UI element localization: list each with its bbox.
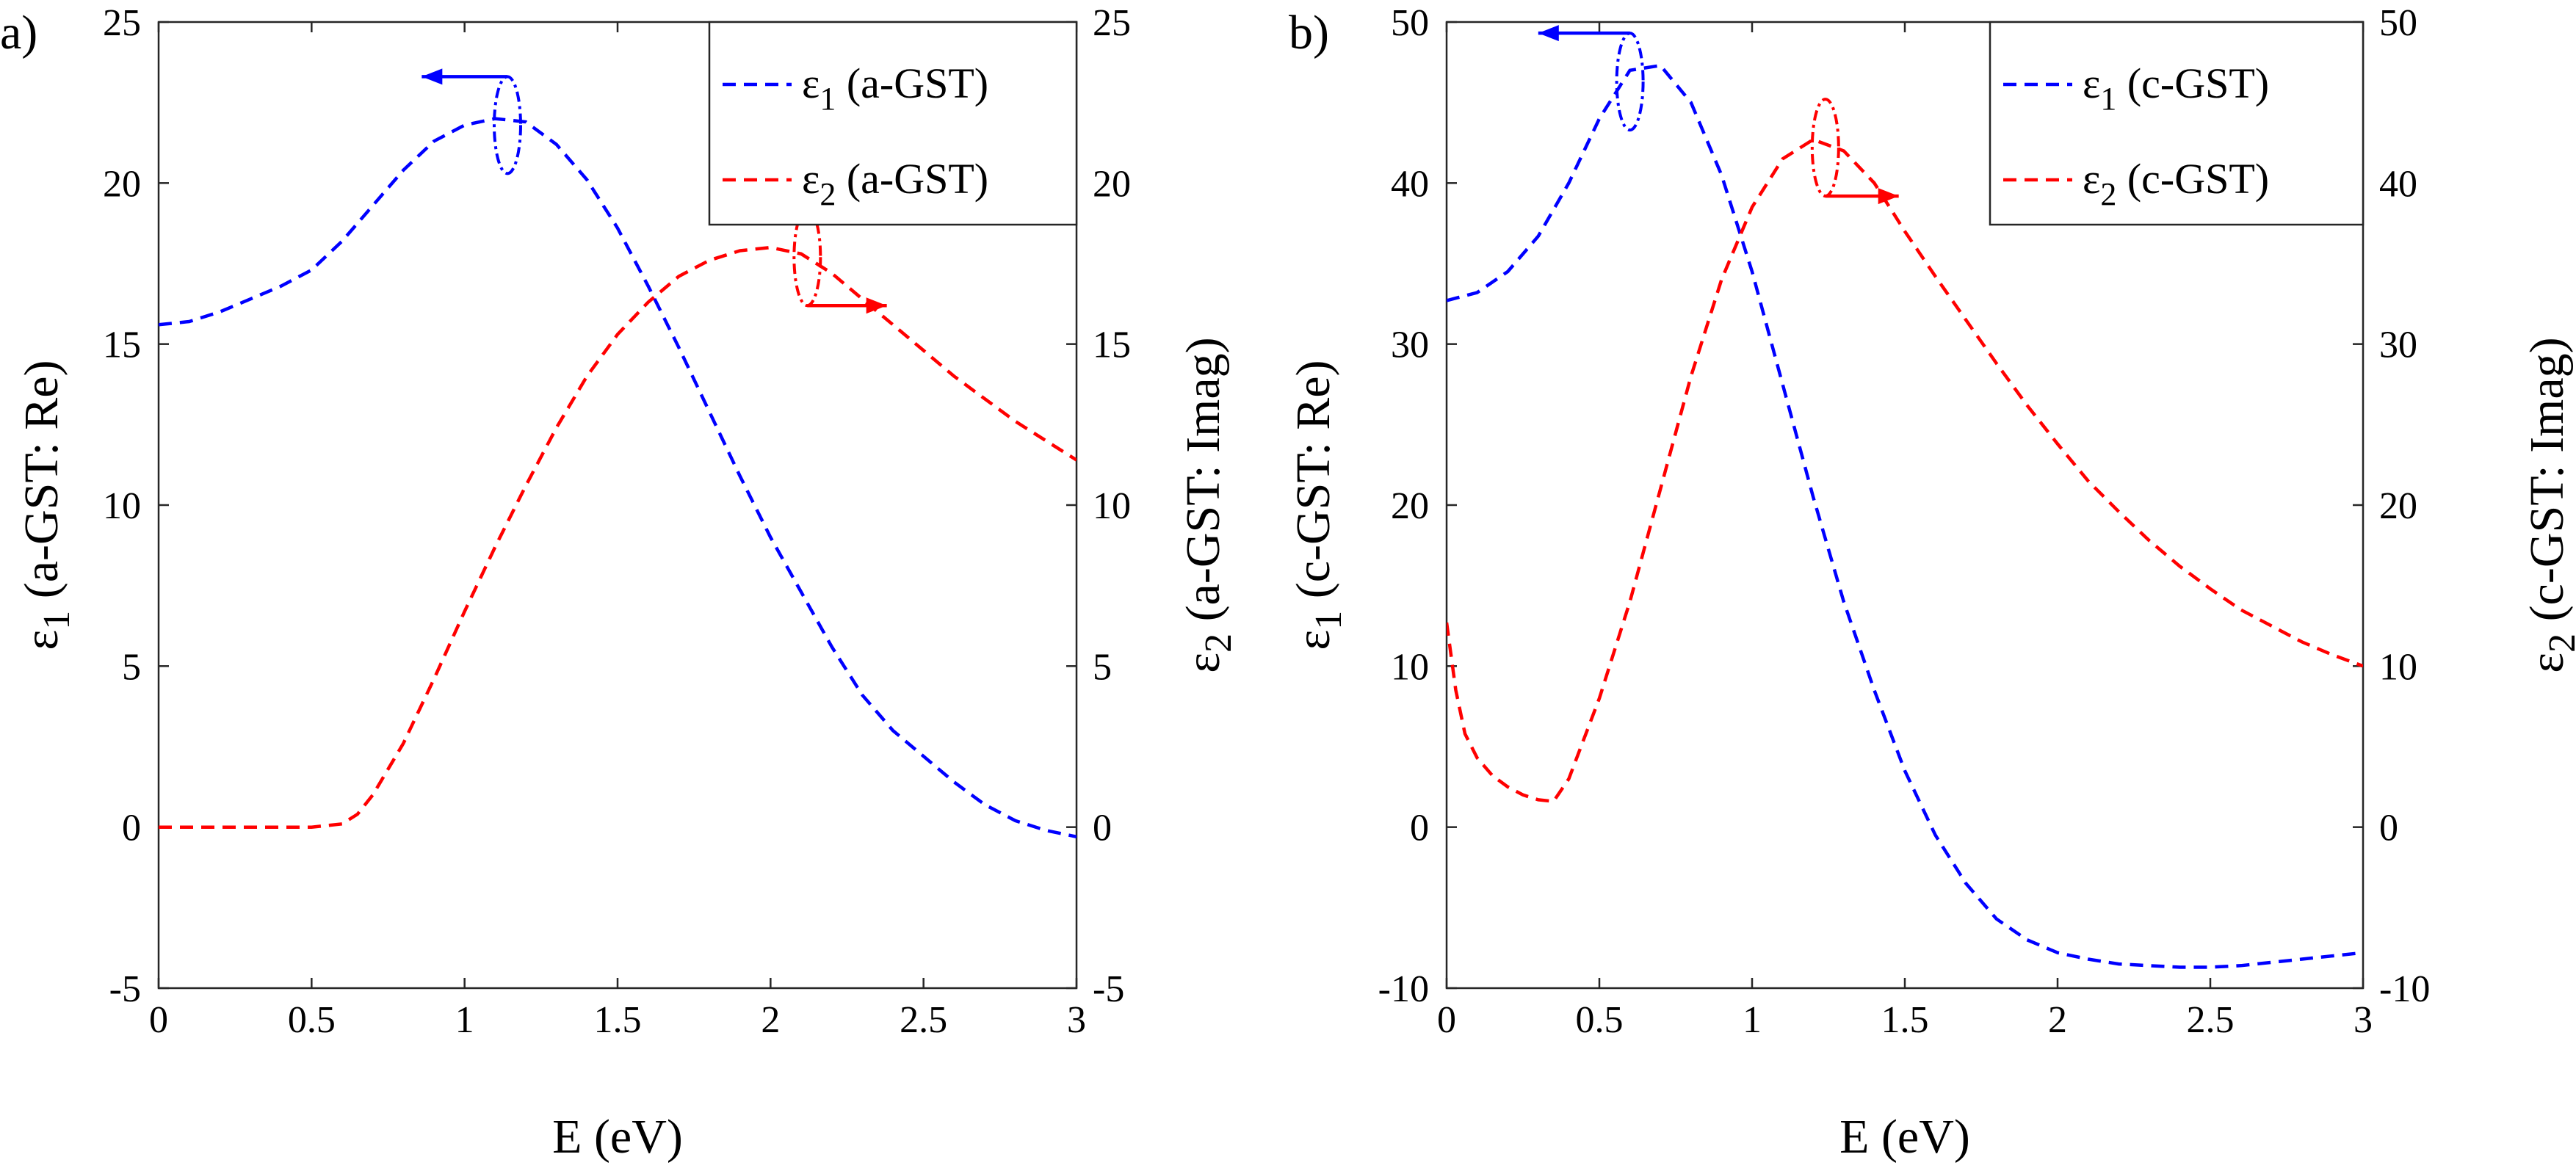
x-tick-label: 3 xyxy=(1067,999,1086,1041)
legend-label: ε2 (c-GST) xyxy=(2083,155,2269,212)
x-tick-label: 1.5 xyxy=(594,999,642,1041)
legend-label: ε1 (c-GST) xyxy=(2083,59,2269,117)
y-left-tick-label: 15 xyxy=(103,324,141,366)
y-right-tick-label: 10 xyxy=(1093,485,1131,527)
panel-label: b) xyxy=(1289,6,1329,59)
y-right-tick-label: 0 xyxy=(2379,808,2398,849)
series-line-1 xyxy=(1447,63,2363,969)
series-line-2 xyxy=(1447,137,2363,803)
annotation-arrow-head xyxy=(422,68,443,85)
annotation-arrow-head xyxy=(1538,25,1559,42)
x-axis-label: E (eV) xyxy=(552,1110,683,1164)
x-tick-label: 0 xyxy=(149,999,168,1041)
y-left-tick-label: 10 xyxy=(103,485,141,527)
legend: ε1 (c-GST) ε2 (c-GST) xyxy=(1989,21,2365,226)
y-left-tick-label: 20 xyxy=(103,163,141,205)
annotation-arrow-head xyxy=(1878,188,1899,205)
x-tick-label: 0 xyxy=(1437,999,1456,1041)
annotation-ellipse xyxy=(1810,98,1840,198)
y-right-tick-label: 20 xyxy=(2379,485,2417,527)
y-right-tick-label: 0 xyxy=(1093,808,1112,849)
y-left-tick-label: -10 xyxy=(1378,968,1429,1010)
x-tick-label: 2.5 xyxy=(900,999,947,1041)
x-tick-label: 2 xyxy=(761,999,780,1041)
x-tick-label: 1.5 xyxy=(1881,999,1929,1041)
panel-b: b) 0 0.5 1 1.5 2 2.5 3-1001020304050-100102030… xyxy=(1287,2,2576,1164)
y-right-axis-label: ε2 (c-GST: Imag) xyxy=(2520,337,2576,672)
y-left-tick-label: 5 xyxy=(122,646,141,688)
y-left-axis-label: ε1 (c-GST: Re) xyxy=(1287,360,1350,650)
y-right-tick-label: 15 xyxy=(1093,324,1131,366)
panel-label: a) xyxy=(0,6,37,59)
y-right-tick-label: -10 xyxy=(2379,968,2430,1010)
y-right-axis-label: ε2 (a-GST: Imag) xyxy=(1176,337,1240,672)
legend-box xyxy=(1989,21,2365,226)
x-tick-label: 3 xyxy=(2354,999,2373,1041)
y-right-tick-label: 10 xyxy=(2379,646,2417,688)
annotation-ellipse xyxy=(1615,32,1645,132)
y-right-tick-label: 50 xyxy=(2379,2,2417,44)
y-left-tick-label: 30 xyxy=(1391,324,1429,366)
x-tick-label: 2 xyxy=(2048,999,2067,1041)
legend-label: ε1 (a-GST) xyxy=(802,59,988,117)
y-left-tick-label: 10 xyxy=(1391,646,1429,688)
y-left-tick-label: 20 xyxy=(1391,485,1429,527)
legend-box xyxy=(708,21,1078,226)
y-left-tick-label: 40 xyxy=(1391,163,1429,205)
annotation-ellipse xyxy=(493,75,522,175)
legend: ε1 (a-GST) ε2 (a-GST) xyxy=(708,21,1078,226)
y-right-tick-label: 30 xyxy=(2379,324,2417,366)
annotation-arrow-head xyxy=(866,297,887,314)
x-axis-label: E (eV) xyxy=(1839,1110,1970,1164)
y-left-tick-label: 25 xyxy=(103,2,141,44)
y-right-tick-label: 20 xyxy=(1093,163,1131,205)
x-tick-label: 2.5 xyxy=(2187,999,2235,1041)
y-left-tick-label: -5 xyxy=(109,968,141,1010)
y-left-axis-label: ε1 (a-GST: Re) xyxy=(15,360,78,650)
y-left-tick-label: 50 xyxy=(1391,2,1429,44)
y-right-tick-label: 5 xyxy=(1093,646,1112,688)
y-right-tick-label: -5 xyxy=(1093,968,1124,1010)
x-tick-label: 0.5 xyxy=(288,999,336,1041)
x-tick-label: 0.5 xyxy=(1576,999,1624,1041)
y-left-tick-label: 0 xyxy=(1410,808,1429,849)
y-left-tick-label: 0 xyxy=(122,808,141,849)
x-tick-label: 1 xyxy=(1743,999,1762,1041)
series-line-2 xyxy=(159,245,1077,829)
legend-label: ε2 (a-GST) xyxy=(802,155,988,212)
y-right-tick-label: 25 xyxy=(1093,2,1131,44)
panel-a: a) 0 0.5 1 1.5 2 2.5 3-50510152025-50510152025… xyxy=(0,2,1240,1164)
y-right-tick-label: 40 xyxy=(2379,163,2417,205)
series-line-1 xyxy=(159,117,1077,839)
x-tick-label: 1 xyxy=(455,999,474,1041)
